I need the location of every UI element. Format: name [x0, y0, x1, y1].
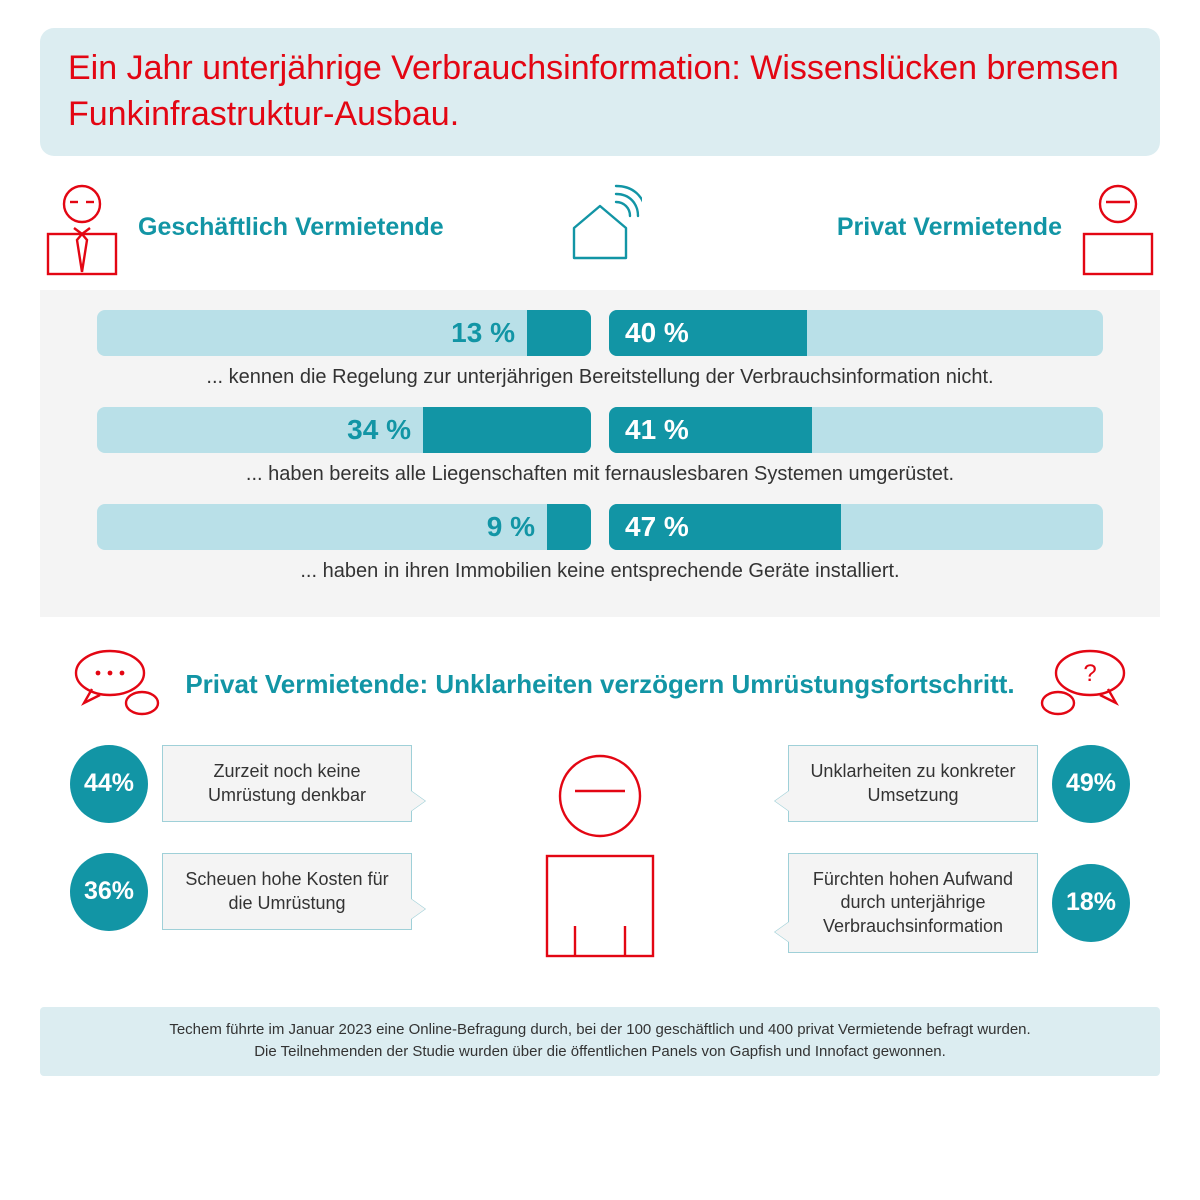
- bar-row: 34 % 41 % ... haben bereits alle Liegensch…: [40, 407, 1160, 486]
- bar-left-label: 9 %: [487, 511, 535, 543]
- reason-item: 44%Zurzeit noch keine Umrüstung denkbar: [70, 745, 412, 823]
- bar-right: 47 %: [609, 504, 1103, 550]
- subheading: Privat Vermietende: Unklarheiten verzöge…: [185, 667, 1014, 702]
- bar-left: 34 %: [97, 407, 591, 453]
- bar-desc: ... haben in ihren Immobilien keine ents…: [40, 560, 1160, 583]
- persona-left: Geschäftlich Vermietende: [40, 180, 444, 276]
- subheading-row: Privat Vermietende: Unklarheiten verzöge…: [40, 645, 1160, 725]
- pct-circle: 18%: [1052, 864, 1130, 942]
- bar-right: 41 %: [609, 407, 1103, 453]
- bar-right-label: 41 %: [625, 414, 689, 446]
- bars-section: 13 % 40 % ... kennen die Regelung zur unte…: [40, 290, 1160, 617]
- footer-line-1: Techem führte im Januar 2023 eine Online…: [60, 1019, 1140, 1042]
- bar-left-label: 34 %: [347, 414, 411, 446]
- persona-right: Privat Vermietende: [837, 180, 1160, 276]
- title-block: Ein Jahr unterjährige Verbrauchsinformat…: [40, 28, 1160, 156]
- footer-line-2: Die Teilnehmenden der Studie wurden über…: [60, 1041, 1140, 1064]
- reasons-grid: 44%Zurzeit noch keine Umrüstung denkbar3…: [40, 745, 1160, 977]
- pct-circle: 49%: [1052, 745, 1130, 823]
- bar-desc: ... kennen die Regelung zur unterjährige…: [40, 366, 1160, 389]
- speech-bubble-dots-icon: [70, 645, 166, 725]
- reason-item: 36%Scheuen hohe Kosten für die Umrüstung: [70, 853, 412, 931]
- reason-text: Scheuen hohe Kosten für die Umrüstung: [162, 853, 412, 930]
- reasons-right-col: Unklarheiten zu konkreter Umsetzung49%Fü…: [788, 745, 1130, 953]
- svg-text:?: ?: [1083, 660, 1096, 687]
- pct-circle: 36%: [70, 853, 148, 931]
- bar-left: 9 %: [97, 504, 591, 550]
- reason-text: Unklarheiten zu konkreter Umsetzung: [788, 745, 1038, 822]
- pct-circle: 44%: [70, 745, 148, 823]
- bar-row: 9 % 47 % ... haben in ihren Immobilien kei…: [40, 504, 1160, 583]
- bar-left: 13 %: [97, 310, 591, 356]
- private-person-icon: [1076, 180, 1160, 276]
- reason-text: Zurzeit noch keine Umrüstung denkbar: [162, 745, 412, 822]
- business-person-icon: [40, 180, 124, 276]
- persona-right-label: Privat Vermietende: [837, 213, 1062, 242]
- person-figure-icon: [535, 751, 665, 971]
- reason-item: Unklarheiten zu konkreter Umsetzung49%: [788, 745, 1130, 823]
- bar-right-label: 40 %: [625, 317, 689, 349]
- bar-left-label: 13 %: [451, 317, 515, 349]
- reasons-left-col: 44%Zurzeit noch keine Umrüstung denkbar3…: [70, 745, 412, 931]
- bar-row: 13 % 40 % ... kennen die Regelung zur unte…: [40, 310, 1160, 389]
- persona-left-label: Geschäftlich Vermietende: [138, 213, 444, 242]
- bar-right: 40 %: [609, 310, 1103, 356]
- speech-bubble-question-icon: ?: [1034, 645, 1130, 725]
- main-title: Ein Jahr unterjährige Verbrauchsinformat…: [68, 46, 1132, 138]
- reason-item: Fürchten hohen Aufwand durch unterjährig…: [788, 853, 1130, 953]
- bar-desc: ... haben bereits alle Liegenschaften mi…: [40, 463, 1160, 486]
- footer-note: Techem führte im Januar 2023 eine Online…: [40, 1007, 1160, 1076]
- smart-house-icon: [558, 184, 642, 268]
- bar-right-label: 47 %: [625, 511, 689, 543]
- center-figure: [525, 745, 675, 971]
- reason-text: Fürchten hohen Aufwand durch unterjährig…: [788, 853, 1038, 953]
- persona-row: Geschäftlich Vermietende Privat Vermiete…: [40, 180, 1160, 276]
